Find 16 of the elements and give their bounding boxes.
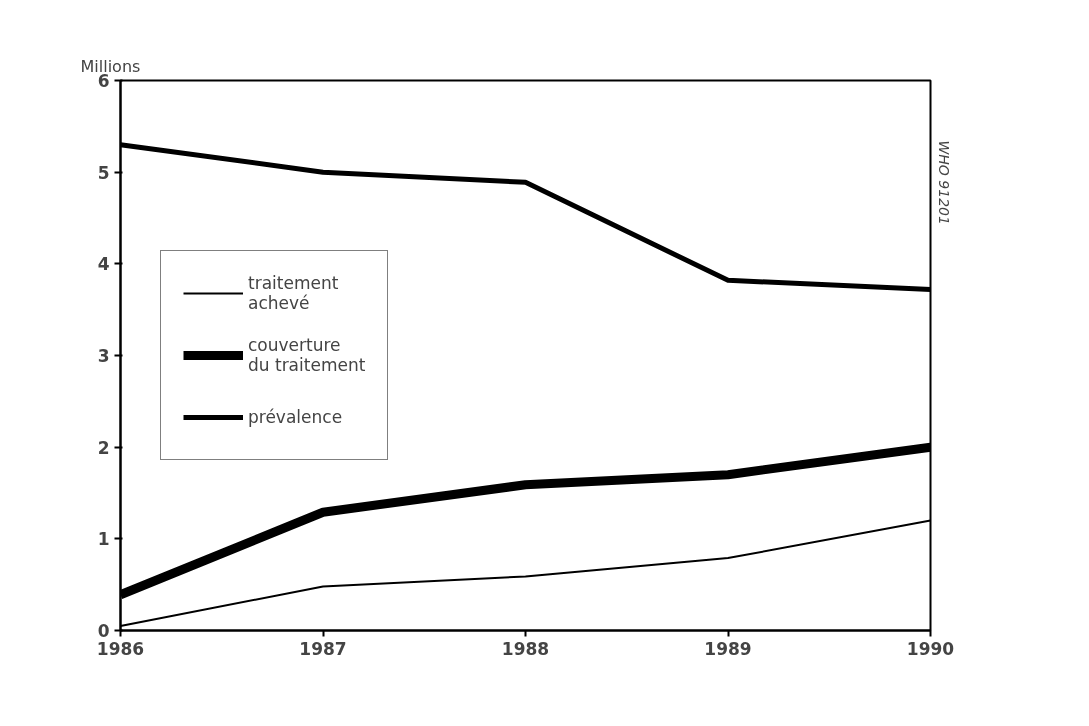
y-tick-label: 2 bbox=[97, 437, 110, 458]
legend-label: traitement achevé bbox=[248, 273, 339, 313]
x-tick-label: 1989 bbox=[704, 638, 752, 659]
x-tick-label: 1987 bbox=[299, 638, 347, 659]
x-tick-label: 1988 bbox=[501, 638, 550, 659]
y-tick-label: 3 bbox=[97, 346, 110, 366]
y-tick-label: 1 bbox=[97, 529, 110, 550]
legend-label: couverture du traitement bbox=[248, 335, 366, 375]
x-tick-label: 1990 bbox=[906, 638, 955, 659]
x-tick-label: 1986 bbox=[96, 638, 145, 659]
y-tick-label: 0 bbox=[97, 621, 110, 641]
y-tick-label: 5 bbox=[97, 162, 110, 183]
text: WHO 91201 bbox=[935, 140, 952, 225]
y-tick-label: 4 bbox=[97, 254, 110, 275]
legend-label: prévalence bbox=[248, 406, 343, 429]
y-tick-label: 6 bbox=[97, 71, 110, 91]
